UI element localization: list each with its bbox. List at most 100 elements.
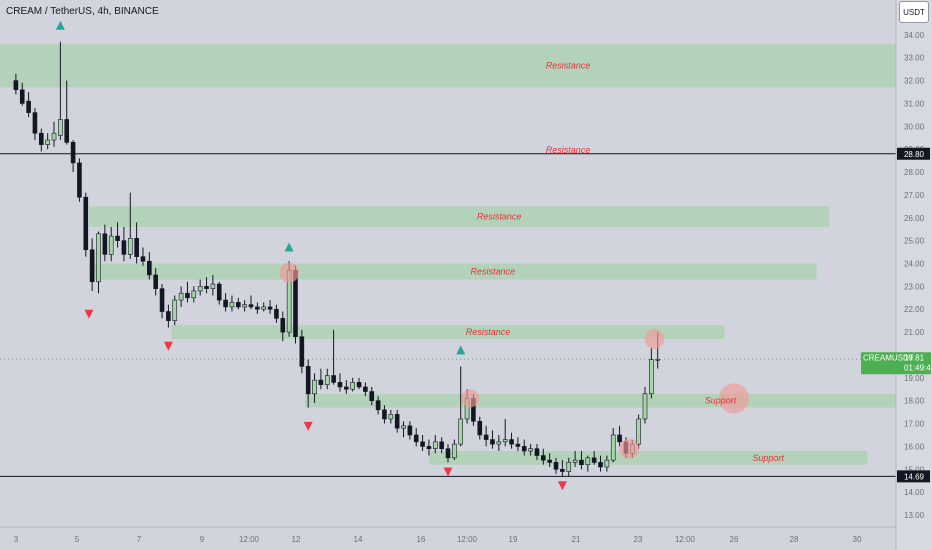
candle-body-30	[204, 286, 209, 289]
candle-body-6	[51, 132, 57, 141]
candle-body-17	[121, 240, 127, 255]
time-tick-6: 14	[354, 535, 363, 544]
candle-body-74	[483, 434, 489, 440]
candle-body-25	[172, 299, 178, 321]
time-tick-15: 30	[853, 535, 862, 544]
circle-marker-2	[644, 328, 665, 349]
candle-body-46	[305, 366, 311, 395]
candle-body-93	[604, 459, 610, 468]
arrow-up-icon-3	[284, 242, 294, 252]
last-price-countdown: 01:49:42	[904, 363, 932, 372]
circle-marker-4	[718, 383, 749, 414]
zone-label-3: Resistance	[471, 267, 516, 277]
time-tick-0: 3	[14, 535, 19, 544]
price-tick-2: 33.00	[904, 54, 925, 63]
candle-body-24	[166, 311, 171, 321]
zone-4	[171, 325, 725, 339]
circle-marker-3	[619, 438, 640, 459]
hline-badge-0	[897, 147, 930, 160]
price-tick-16: 19.00	[904, 374, 925, 383]
candle-body-89	[579, 459, 584, 465]
arrow-down-icon-1	[84, 309, 94, 319]
candle-body-31	[210, 283, 216, 289]
candle-body-65	[426, 446, 432, 449]
candle-body-12	[89, 249, 95, 283]
labels-layer: Resistance Resistance Resistance Resistance…	[466, 61, 932, 483]
candle-body-84	[547, 459, 552, 463]
zone-label-6: Support	[752, 453, 784, 463]
candle-body-7	[58, 119, 63, 136]
currency-button[interactable]: USDT	[899, 1, 929, 23]
arrow-down-icon-2	[163, 341, 173, 351]
candle-body-62	[407, 425, 413, 436]
marks-layer	[55, 20, 749, 491]
candle-body-23	[159, 288, 165, 312]
candle-body-69	[452, 443, 457, 459]
candle-body-57	[375, 400, 381, 411]
price-tick-4: 31.00	[904, 99, 925, 108]
zone-label-4: Resistance	[466, 327, 511, 337]
zone-6	[428, 450, 868, 465]
candle-body-79	[515, 443, 521, 447]
candle-body-13	[96, 233, 101, 283]
zone-label-5: Support	[705, 396, 737, 406]
candle-body-1	[19, 89, 25, 104]
candle-body-10	[77, 162, 82, 198]
candle-body-47	[312, 379, 317, 395]
hline-label-1: 14.69	[904, 472, 925, 481]
price-tick-3: 32.00	[904, 77, 925, 86]
candle-body-37	[248, 304, 254, 308]
arrow-up-icon-5	[456, 345, 466, 355]
candle-body-45	[299, 336, 305, 367]
hline-badge-1	[897, 470, 930, 483]
circle-marker-0	[279, 262, 300, 283]
candle-body-19	[134, 238, 139, 257]
candle-body-73	[477, 420, 483, 436]
candle-body-28	[191, 290, 197, 299]
zone-5	[305, 393, 897, 408]
candle-body-67	[439, 441, 444, 449]
last-price-value: 19.81	[904, 353, 925, 362]
candle-body-70	[458, 418, 464, 445]
candle-body-26	[178, 292, 184, 301]
candle-body-36	[242, 304, 247, 308]
candle-body-59	[388, 414, 394, 420]
candle-body-91	[591, 457, 597, 463]
candle-body-81	[528, 448, 533, 452]
time-tick-4: 12:00	[239, 535, 260, 544]
candle-body-18	[127, 238, 133, 255]
arrow-up-icon-0	[55, 20, 65, 30]
price-tick-10: 25.00	[904, 237, 925, 246]
price-tick-20: 15.00	[904, 465, 925, 474]
time-tick-14: 28	[790, 535, 799, 544]
price-tick-18: 17.00	[904, 420, 925, 429]
candle-body-90	[585, 457, 591, 466]
zone-label-2: Resistance	[477, 212, 522, 222]
price-axis-panel	[896, 0, 932, 550]
price-tick-7: 28.00	[904, 168, 925, 177]
candle-body-49	[324, 375, 330, 385]
candle-body-60	[394, 414, 400, 429]
price-tick-21: 14.00	[904, 488, 925, 497]
candle-body-52	[344, 386, 349, 390]
candle-body-58	[382, 409, 387, 420]
candle-body-80	[521, 446, 527, 452]
candle-body-16	[115, 235, 120, 241]
zone-label-1: Resistance	[546, 145, 591, 155]
candle-body-0	[13, 80, 19, 91]
candle-body-35	[235, 302, 241, 308]
price-tick-11: 24.00	[904, 260, 925, 269]
circle-marker-1	[461, 389, 480, 408]
candle-body-4	[39, 132, 44, 145]
candle-body-94	[610, 434, 616, 461]
candle-body-20	[140, 256, 146, 262]
arrow-down-icon-4	[303, 421, 313, 431]
candle-body-76	[496, 441, 502, 445]
time-tick-12: 12:00	[675, 535, 696, 544]
time-tick-13: 26	[730, 535, 739, 544]
candle-body-27	[185, 292, 190, 299]
candle-body-95	[617, 434, 622, 443]
time-tick-7: 16	[417, 535, 426, 544]
